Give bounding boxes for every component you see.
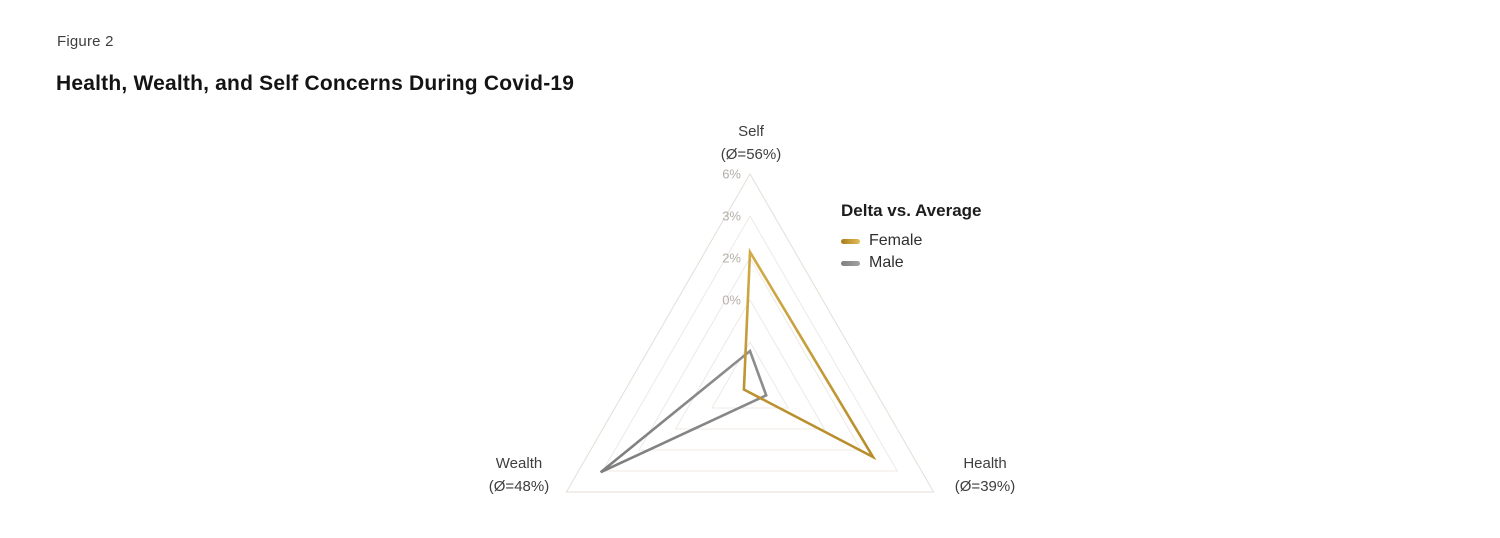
legend-label-male: Male [869,254,904,271]
axis-name-self: Self [738,123,764,140]
grid-triangle-1 [601,214,899,472]
series-polygon-male [599,348,768,474]
tick-label-0: 6% [722,167,741,182]
legend: Delta vs. Average Female Male [841,201,981,275]
legend-label-female: Female [869,232,923,249]
axis-label-self: Self (Ø=56%) [721,120,781,166]
tick-label-3: 0% [722,293,741,308]
tick-label-2: 2% [722,251,741,266]
axis-average-wealth: (Ø=48%) [488,478,550,495]
legend-swatch-female [841,238,860,244]
tick-label-1: 3% [722,209,741,224]
grid-triangle-4 [711,340,789,409]
figure-eyebrow: Figure 2 [57,33,114,50]
axis-label-health: Health (Ø=39%) [955,452,1015,498]
grid-triangle-2 [638,257,862,451]
axis-name-health: Health [963,455,1007,472]
axis-average-self: (Ø=56%) [720,146,782,163]
figure-title: Health, Wealth, and Self Concerns During… [56,72,575,95]
legend-item-male: Male [841,253,981,273]
legend-item-female: Female [841,231,981,251]
axis-label-wealth: Wealth (Ø=48%) [489,452,549,498]
grid-triangle-0 [565,173,935,493]
axis-name-wealth: Wealth [495,455,543,472]
series-polygon-female [742,247,877,461]
legend-title: Delta vs. Average [841,201,982,220]
axis-average-health: (Ø=39%) [954,478,1016,495]
legend-swatch-male [841,260,860,266]
grid-triangle-3 [674,299,826,430]
